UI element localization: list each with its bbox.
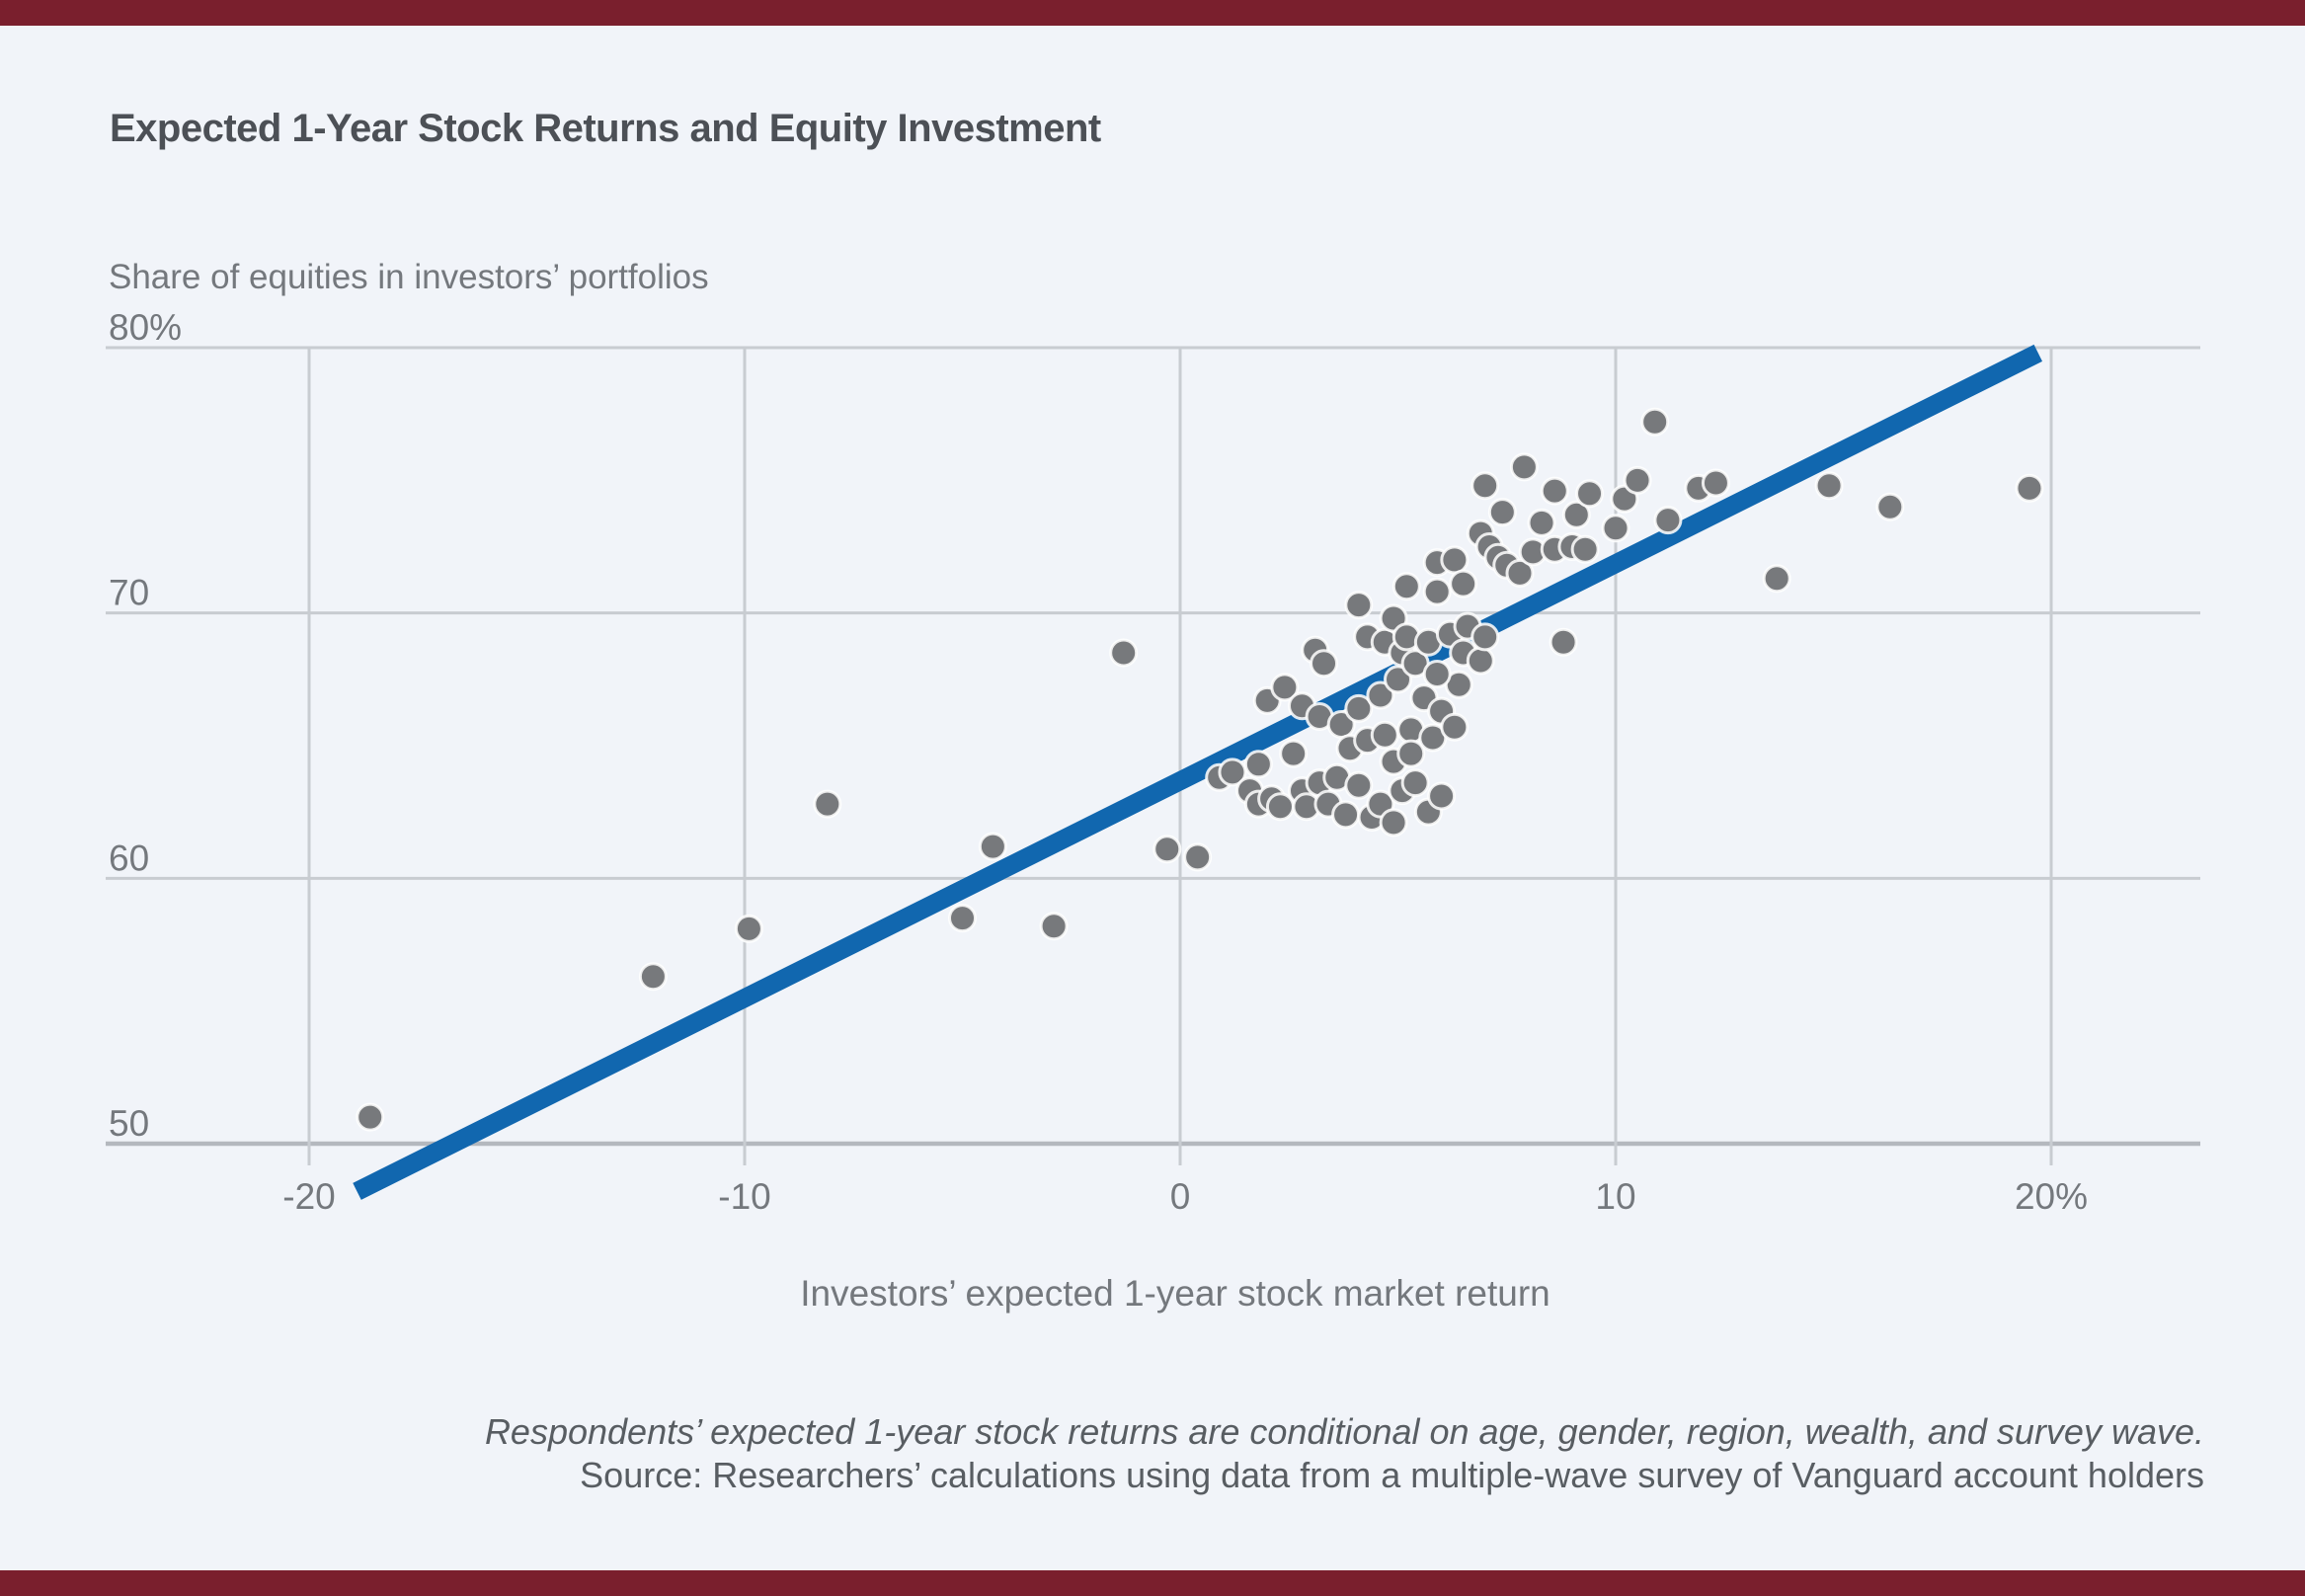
scatter-points-layer <box>356 407 2044 1132</box>
y-tick-label: 80% <box>109 307 182 348</box>
x-tick-label: -10 <box>718 1176 770 1217</box>
scatter-point <box>1762 564 1791 594</box>
scatter-point <box>1384 665 1412 694</box>
scatter-point <box>1487 498 1517 527</box>
scatter-point <box>1527 508 1556 537</box>
scatter-point <box>1366 680 1395 710</box>
x-tick-label: -20 <box>282 1176 335 1217</box>
scatter-point <box>1152 835 1182 864</box>
scatter-point <box>1701 468 1730 498</box>
scatter-point <box>1265 792 1295 822</box>
top-accent-bar <box>0 0 2305 26</box>
scatter-point <box>1270 673 1300 702</box>
chart-title: Expected 1-Year Stock Returns and Equity… <box>110 107 1101 150</box>
scatter-point <box>1391 572 1421 601</box>
x-tick-label: 0 <box>1170 1176 1191 1217</box>
y-tick-label: 70 <box>109 573 149 613</box>
scatter-point <box>1570 534 1600 564</box>
x-tick-label: 10 <box>1595 1176 1635 1217</box>
bottom-accent-bar <box>0 1570 2305 1596</box>
scatter-point <box>1243 750 1273 779</box>
scatter-point <box>1540 476 1569 506</box>
scatter-point <box>1601 514 1630 543</box>
scatter-point <box>1218 758 1247 787</box>
scatter-point <box>1427 781 1457 811</box>
y-tick-label: 60 <box>109 838 149 878</box>
scatter-point <box>1653 506 1683 535</box>
scatter-point <box>1344 591 1374 620</box>
tick-label-layer: 80% 70 60 50 -20 -10 0 10 20% <box>109 307 2088 1217</box>
scatter-point <box>1505 558 1535 588</box>
grid-layer <box>106 346 2200 1165</box>
footnote-source: Source: Researchers’ calculations using … <box>580 1455 2204 1495</box>
scatter-point <box>1310 649 1339 678</box>
scatter-point <box>1509 452 1539 482</box>
scatter-point <box>1466 646 1495 676</box>
x-tick-label: 20% <box>2015 1176 2088 1217</box>
scatter-point <box>1875 492 1905 521</box>
scatter-point <box>1109 638 1139 668</box>
scatter-point <box>1449 569 1478 598</box>
scatter-point <box>2015 473 2044 503</box>
scatter-point <box>1422 577 1452 606</box>
scatter-point <box>1379 808 1408 838</box>
scatter-point <box>948 904 977 933</box>
scatter-point <box>1331 800 1361 830</box>
scatter-point <box>1422 659 1452 688</box>
scatter-point <box>1344 770 1374 800</box>
scatter-point <box>1344 693 1374 723</box>
scatter-point <box>1561 500 1591 529</box>
scatter-point <box>1623 465 1652 495</box>
scatter-point <box>813 789 842 819</box>
trend-line-layer <box>353 344 2043 1200</box>
y-axis-title: Share of equities in investors’ portfoli… <box>109 258 709 296</box>
scatter-point <box>1549 627 1578 657</box>
scatter-point <box>1279 739 1309 768</box>
scatter-point <box>1183 842 1213 872</box>
scatter-point <box>978 832 1007 861</box>
scatter-point <box>1370 720 1399 750</box>
scatter-point <box>1400 768 1430 798</box>
scatter-point <box>1440 712 1470 742</box>
footnote-conditional: Respondents’ expected 1-year stock retur… <box>485 1411 2204 1452</box>
scatter-point <box>1470 471 1500 501</box>
scatter-point <box>1396 739 1426 768</box>
scatter-point <box>1470 622 1500 652</box>
scatter-point <box>1575 479 1605 509</box>
scatter-point <box>638 962 668 992</box>
scatter-point <box>734 914 763 943</box>
scatter-point <box>1814 471 1844 501</box>
scatter-point <box>1440 545 1470 575</box>
scatter-point <box>356 1102 385 1132</box>
scatter-point <box>1039 912 1069 941</box>
scatter-point <box>1640 407 1670 437</box>
y-tick-label: 50 <box>109 1103 149 1144</box>
trend-line <box>353 344 2043 1200</box>
x-axis-title: Investors’ expected 1-year stock market … <box>800 1273 1550 1314</box>
